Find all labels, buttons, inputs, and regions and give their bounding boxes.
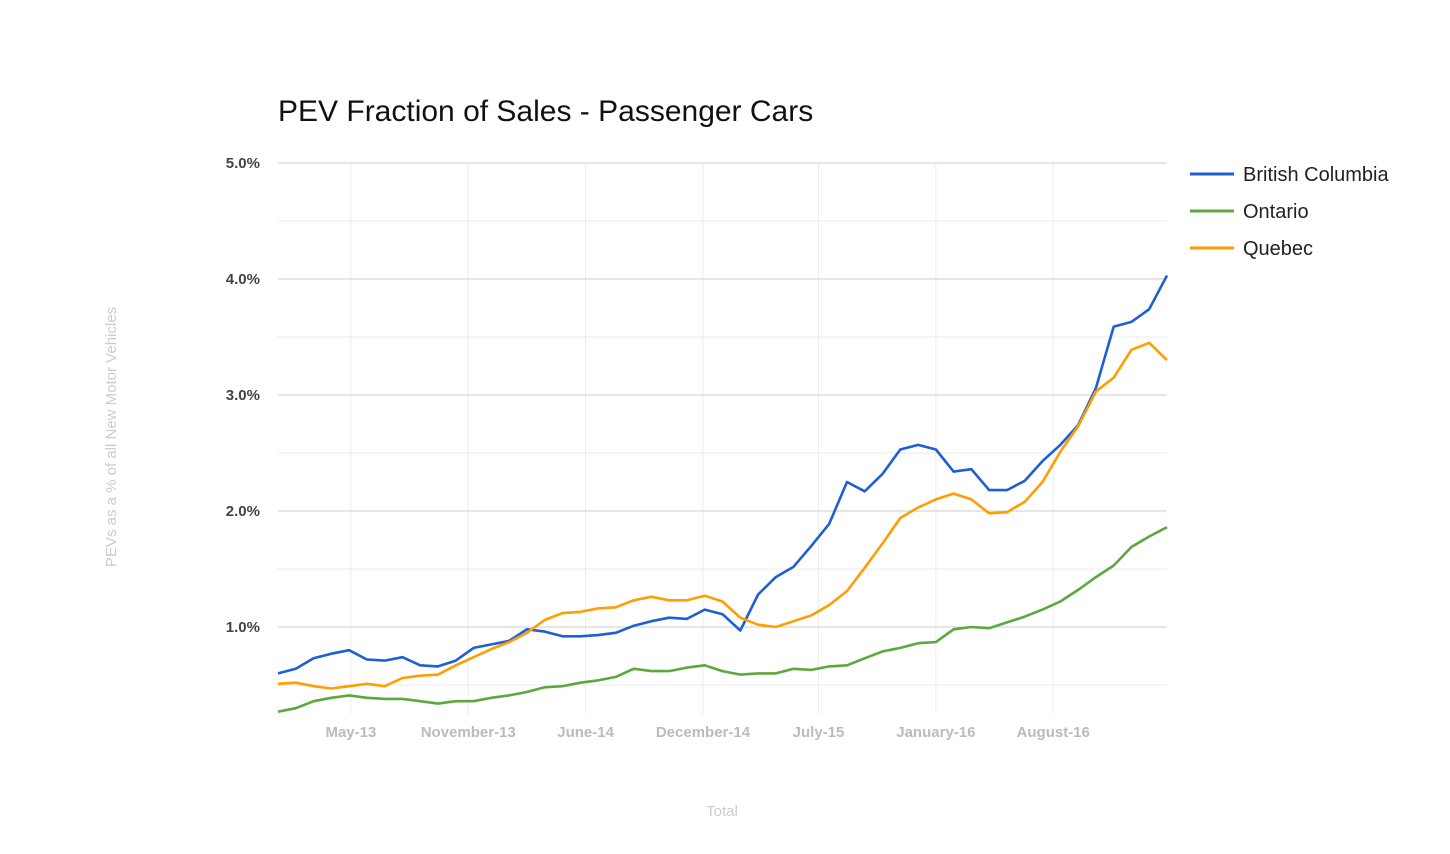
legend-label: British Columbia: [1243, 164, 1389, 186]
y-axis-ticks: 1.0% 2.0% 3.0% 4.0% 5.0%: [226, 155, 260, 636]
x-axis-ticks: May-13 November-13 June-14 December-14 July-…: [325, 724, 1089, 741]
gridlines: [278, 162, 1167, 714]
x-tick-label: July-15: [793, 724, 845, 741]
series-line-ontario: [277, 526, 1168, 713]
x-axis-title: Total: [706, 803, 738, 820]
legend-label: Ontario: [1243, 201, 1309, 223]
y-axis-title: PEVs as a % of all New Motor Vehicles: [103, 307, 120, 567]
x-tick-label: May-13: [325, 724, 376, 741]
legend: British Columbia Ontario Quebec: [1190, 164, 1389, 260]
y-tick-label: 2.0%: [226, 503, 260, 520]
y-tick-label: 3.0%: [226, 387, 260, 404]
x-tick-label: January-16: [896, 724, 975, 741]
legend-label: Quebec: [1243, 238, 1313, 260]
series-line-british-columbia: [277, 274, 1169, 675]
chart-title: PEV Fraction of Sales - Passenger Cars: [278, 95, 813, 128]
x-tick-label: August-16: [1017, 724, 1090, 741]
x-tick-label: December-14: [656, 724, 751, 741]
series-lines: [277, 274, 1169, 713]
x-tick-label: June-14: [557, 724, 614, 741]
x-tick-label: November-13: [421, 724, 516, 741]
y-tick-label: 4.0%: [226, 271, 260, 288]
y-tick-label: 1.0%: [226, 619, 260, 636]
y-tick-label: 5.0%: [226, 155, 260, 172]
series-line-quebec: [277, 341, 1168, 690]
